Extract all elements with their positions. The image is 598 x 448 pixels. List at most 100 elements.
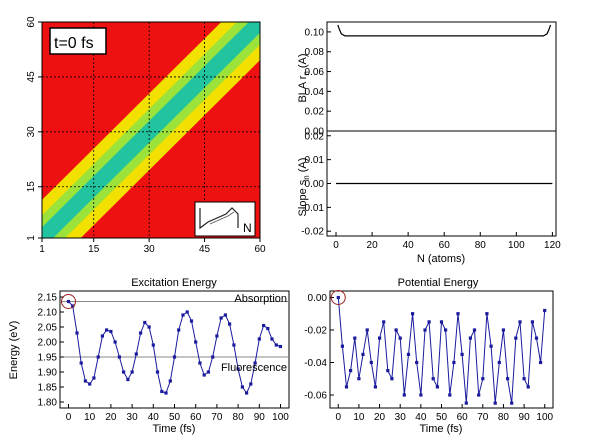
- excitation-ylabel: Energy (eV): [8, 321, 20, 380]
- potential-series-line: [337, 297, 546, 404]
- exc-data-point: [172, 355, 177, 359]
- pot-data-point: [373, 385, 377, 389]
- exc-ytick-label: 1.90: [38, 368, 58, 379]
- exc-ytick-label: 1.85: [38, 383, 58, 394]
- slope-ytick-label: 0.01: [305, 155, 325, 166]
- bla-ytick-label: 0.02: [305, 107, 325, 118]
- molecule-inset-box: [194, 201, 256, 237]
- slope-xlabel: N (atoms): [417, 253, 465, 265]
- slope-ticks: 0.02 0.01 0.00 -0.01 -0.02 0 20 40 60 80 100 120: [301, 131, 561, 251]
- slope-xtick-label: 0: [333, 240, 339, 251]
- exc-ytick-label: 1.95: [38, 353, 58, 364]
- pot-data-point: [386, 369, 390, 373]
- pot-data-point: [411, 312, 415, 316]
- exc-data-point: [164, 391, 168, 395]
- pot-data-point: [464, 401, 468, 405]
- exc-data-point: [198, 361, 202, 365]
- exc-data-point: [168, 379, 172, 383]
- exc-xtick-label: 70: [211, 412, 223, 423]
- excitation-start-circle: [60, 294, 76, 309]
- exc-data-point: [143, 320, 147, 325]
- exc-xtick-label: 0: [66, 412, 72, 423]
- pot-data-point: [452, 360, 456, 365]
- pot-ytick-label: -0.04: [304, 358, 327, 369]
- heatmap-ytick-label: 1: [26, 235, 37, 241]
- exc-data-point: [228, 322, 232, 326]
- slope-xtick-label: 60: [439, 240, 451, 251]
- time-annotation: t=0 fs: [54, 35, 94, 52]
- pot-data-point: [460, 352, 464, 356]
- exc-xtick-label: 20: [105, 412, 117, 423]
- pot-data-point: [423, 328, 427, 332]
- exc-data-point: [117, 355, 121, 359]
- molecule-sketch-2: [209, 211, 235, 225]
- pot-data-point: [522, 377, 526, 381]
- potential-start-circle: [330, 290, 346, 305]
- exc-data-point: [96, 355, 100, 359]
- excitation-xlabel: Time (fs): [153, 423, 196, 435]
- bla-ytick-label: 0.10: [305, 27, 325, 38]
- exc-xtick-label: 80: [233, 412, 245, 423]
- pot-data-point: [357, 377, 361, 381]
- pot-data-point: [439, 320, 444, 324]
- pot-data-point: [394, 328, 398, 332]
- pot-xtick-label: 80: [498, 412, 510, 423]
- pot-xtick-label: 70: [477, 412, 489, 423]
- bla-ylabel: BLA rn (A): [297, 53, 311, 102]
- exc-data-point: [253, 361, 257, 365]
- heatmap-panel: 1 15 30 45 60 1 15 30 45 60 t=0 fs N: [26, 16, 266, 255]
- pot-data-point: [382, 320, 386, 324]
- bla-series-line: [337, 24, 552, 37]
- pot-xtick-label: 50: [436, 412, 448, 423]
- slope-xtick-label: 120: [544, 240, 561, 251]
- bla-panel: 0.00 0.02 0.04 0.06 0.08 0.10 BLA rn (A): [297, 21, 557, 138]
- pot-data-point: [340, 344, 344, 348]
- pot-data-point: [448, 393, 452, 397]
- exc-data-point: [189, 319, 194, 323]
- exc-data-point: [232, 343, 236, 347]
- excitation-ticks: 2.15 2.10 2.05 2.00 1.95 1.90 1.85 1.80 0 10 20 30 4…: [38, 293, 290, 424]
- pot-xtick-label: 30: [395, 412, 407, 423]
- molecule-sketch: [199, 207, 239, 230]
- excitation-series-line: [68, 301, 281, 394]
- exc-xtick-label: 60: [190, 412, 202, 423]
- exc-data-point: [88, 382, 92, 386]
- exc-data-point: [160, 389, 164, 394]
- pot-xtick-label: 20: [374, 412, 386, 423]
- exc-data-point: [262, 323, 266, 328]
- molecule-label: N: [243, 221, 252, 235]
- slope-ylabel-main: Slope s: [297, 179, 309, 216]
- heatmap-xtick-label: 45: [199, 244, 211, 255]
- exc-data-point: [100, 334, 104, 338]
- pot-data-point: [344, 385, 349, 389]
- slope-xtick-label: 40: [403, 240, 415, 251]
- potential-points: [336, 295, 547, 405]
- pot-data-point: [427, 320, 431, 324]
- slope-ytick-label: 0.00: [305, 179, 325, 190]
- pot-data-point: [390, 377, 394, 381]
- exc-xtick-label: 100: [272, 412, 289, 423]
- slope-panel: 0.02 0.01 0.00 -0.01 -0.02 0 20 40 60 80 100 120 Sl…: [297, 130, 561, 265]
- potential-ticks: 0.00 -0.02 -0.04 -0.06 0 10 20 30 40 50 60 70 80 90 10…: [304, 293, 553, 423]
- pot-data-point: [353, 336, 357, 340]
- pot-data-point: [378, 336, 382, 340]
- heatmap-xtick-label: 30: [144, 244, 156, 255]
- slope-xtick-label: 20: [367, 240, 379, 251]
- exc-data-point: [147, 325, 151, 329]
- pot-data-point: [506, 377, 510, 381]
- heatmap-ytick-label: 15: [26, 181, 37, 193]
- pot-data-point: [510, 401, 514, 405]
- pot-data-point: [406, 352, 411, 356]
- pot-data-point: [530, 320, 534, 324]
- exc-data-point: [245, 391, 249, 395]
- exc-ytick-label: 2.15: [38, 293, 58, 304]
- pot-ytick-label: 0.00: [308, 293, 328, 304]
- pot-data-point: [477, 393, 481, 397]
- pot-data-point: [468, 336, 472, 340]
- pot-data-point: [493, 401, 497, 405]
- pot-data-point: [485, 312, 489, 316]
- pot-xtick-label: 10: [353, 412, 365, 423]
- pot-xtick-label: 100: [536, 412, 553, 423]
- pot-data-point: [444, 328, 448, 332]
